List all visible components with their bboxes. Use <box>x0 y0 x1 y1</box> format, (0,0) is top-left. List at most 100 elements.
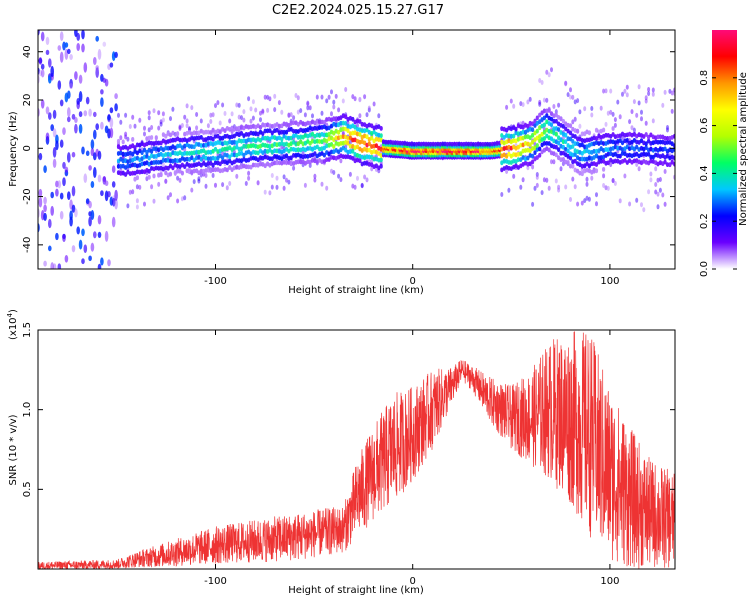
heatmap-cell <box>592 148 596 154</box>
heatmap-cell <box>228 139 232 145</box>
heatmap-cell <box>533 118 537 124</box>
heatmap-cell <box>81 43 85 53</box>
heatmap-cell <box>237 102 241 108</box>
heatmap-cell <box>647 189 651 195</box>
heatmap-cell <box>360 148 364 153</box>
heatmap-cell <box>360 139 364 145</box>
figure-title: C2E2.2024.025.15.27.G17 <box>272 3 444 18</box>
heatmap-cell <box>358 132 362 137</box>
heatmap-cell <box>150 125 154 130</box>
heatmap-cell <box>585 161 589 167</box>
heatmap-cell <box>670 141 674 147</box>
heatmap-cell <box>161 162 165 168</box>
heatmap-cell <box>216 133 220 139</box>
heatmap-cell <box>135 169 139 175</box>
heatmap-cell <box>554 109 558 115</box>
heatmap-cell <box>665 140 670 145</box>
heatmap-cell <box>670 90 674 96</box>
heatmap-cell <box>535 155 539 160</box>
heatmap-cell <box>381 139 386 145</box>
heatmap-cell <box>623 158 627 163</box>
heatmap-cell <box>332 170 336 175</box>
heatmap-cell <box>647 91 651 97</box>
spectrogram-panel: -100 0 100 -40 -20 0 20 40 Height of straight l… <box>8 29 676 296</box>
heatmap-cell <box>62 161 66 169</box>
heatmap-cell <box>133 176 137 182</box>
heatmap-cell <box>547 147 551 153</box>
heatmap-cell <box>528 120 532 126</box>
heatmap-cell <box>296 95 300 101</box>
heatmap-cell <box>318 152 322 157</box>
heatmap-cell <box>206 160 210 166</box>
heatmap-cell <box>209 130 213 135</box>
heatmap-cell <box>270 130 274 136</box>
heatmap-cell <box>670 108 674 114</box>
heatmap-cell <box>351 94 355 100</box>
heatmap-cell <box>225 160 229 166</box>
heatmap-cell <box>218 135 222 141</box>
heatmap-cell <box>318 158 322 163</box>
heatmap-cell <box>348 171 352 177</box>
heatmap-cell <box>564 147 568 152</box>
heatmap-cell <box>299 119 303 125</box>
heatmap-cell <box>621 91 624 97</box>
heatmap-cell <box>306 120 310 126</box>
heatmap-cell <box>164 139 168 145</box>
heatmap-cell <box>356 123 359 128</box>
heatmap-cell <box>533 123 537 128</box>
heatmap-cell <box>256 123 260 129</box>
heatmap-cell <box>666 125 669 130</box>
heatmap-cell <box>377 137 381 143</box>
heatmap-cell <box>523 129 528 135</box>
heatmap-cell <box>308 105 312 111</box>
heatmap-cell <box>97 150 102 160</box>
heatmap-cell <box>379 125 383 131</box>
heatmap-cell <box>609 146 613 152</box>
heatmap-cell <box>377 165 381 171</box>
heatmap-cell <box>332 121 336 127</box>
heatmap-cell <box>161 111 165 117</box>
heatmap-cell <box>523 160 528 166</box>
heatmap-cell <box>630 159 634 165</box>
heatmap-cell <box>547 108 551 113</box>
heatmap-cell <box>76 97 80 105</box>
heatmap-cell <box>346 128 350 134</box>
heatmap-cell <box>230 152 234 158</box>
heatmap-cell <box>183 157 187 162</box>
heatmap-cell <box>538 138 542 144</box>
heatmap-cell <box>97 215 102 225</box>
heatmap-cell <box>557 102 561 108</box>
heatmap-cell <box>48 245 52 252</box>
heatmap-cell <box>244 164 248 170</box>
heatmap-cell <box>218 120 222 126</box>
heatmap-cell <box>232 159 236 165</box>
heatmap-cell <box>635 197 639 203</box>
heatmap-cell <box>367 154 371 160</box>
heatmap-cell <box>502 140 506 146</box>
heatmap-cell <box>602 173 606 179</box>
heatmap-cell <box>43 212 47 221</box>
heatmap-cell <box>154 140 158 146</box>
heatmap-cell <box>651 134 655 140</box>
heatmap-cell <box>545 133 549 139</box>
heatmap-cell <box>282 185 286 191</box>
spectrogram-axes: -100 0 100 -40 -20 0 20 40 <box>22 30 675 287</box>
heatmap-cell <box>147 140 151 146</box>
heatmap-cell <box>348 115 352 121</box>
heatmap-cell <box>557 115 561 120</box>
heatmap-cell <box>178 158 182 163</box>
heatmap-cell <box>363 133 367 139</box>
heatmap-cell <box>649 177 653 183</box>
heatmap-cell <box>268 190 272 196</box>
heatmap-cell <box>450 141 454 147</box>
heatmap-cell <box>202 143 206 148</box>
heatmap-cell <box>273 148 277 154</box>
heatmap-cell <box>334 128 338 134</box>
heatmap-cell <box>516 157 521 163</box>
heatmap-cell <box>247 164 251 170</box>
heatmap-cell <box>400 140 405 146</box>
heatmap-cell <box>71 151 76 158</box>
heatmap-cell <box>218 153 222 159</box>
heatmap-cell <box>568 123 573 129</box>
heatmap-cell <box>516 144 521 150</box>
